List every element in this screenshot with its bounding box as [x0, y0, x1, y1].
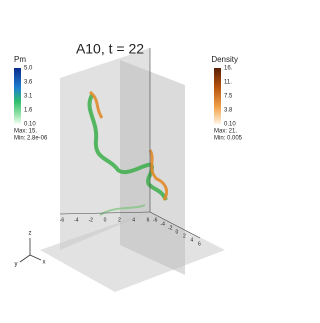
y-axis-label: 0 — [176, 229, 179, 235]
y-axis — [149, 211, 201, 239]
colorbar-title: Density — [211, 55, 238, 64]
colorbar-density — [214, 68, 221, 124]
y-axis-label: 6 — [198, 241, 201, 247]
colorbar-tick-label: 0.10 — [24, 122, 36, 128]
colorbar-tick-label: 16. — [224, 66, 233, 72]
x-axis-label: 0 — [104, 217, 107, 223]
colorbar-tick-label: 3.1 — [24, 94, 33, 100]
y-axis-label: -2 — [168, 225, 173, 231]
orientation-label: x — [43, 260, 46, 266]
orientation-label: z — [29, 231, 32, 237]
x-axis-label: -4 — [74, 217, 79, 223]
x-axis-label: -6 — [60, 217, 65, 223]
x-axis-label: -2 — [88, 217, 93, 223]
colorbar-pm — [14, 68, 21, 124]
x-axis-label: 4 — [132, 217, 135, 223]
flux-tube-density — [88, 90, 169, 201]
y-axis-label: -6 — [153, 217, 158, 223]
colorbar-min: Min: 2.8e-06 — [14, 136, 48, 142]
orientation-axes — [19, 238, 42, 263]
flux-tube — [87, 94, 168, 201]
colorbar-tick-label: 5.0 — [24, 66, 33, 72]
y-axis-label: -4 — [161, 221, 166, 227]
orientation-label: y — [15, 262, 18, 268]
x-axis — [59, 211, 151, 215]
x-axis-label: 2 — [118, 217, 121, 223]
colorbar-tick-label: 3.6 — [24, 80, 33, 86]
colorbar-title: Pm — [14, 55, 26, 64]
colorbar-tick-label: 3.8 — [224, 108, 233, 114]
y-axis-label: 4 — [191, 237, 194, 243]
colorbar-tick-label: 1.6 — [24, 108, 33, 114]
colorbar-tick-label: 7.5 — [224, 94, 233, 100]
y-axis-label: 2 — [183, 233, 186, 239]
colorbar-max: Max: 21. — [214, 129, 237, 135]
title: A10, t = 22 — [76, 41, 144, 57]
colorbar-tick-label: 0.10 — [224, 122, 236, 128]
colorbar-min: Min: 0.005 — [214, 136, 243, 142]
colorbar-max: Max: 15. — [14, 129, 37, 135]
colorbar-tick-label: 11. — [224, 80, 232, 86]
x-axis-label: 6 — [147, 217, 150, 223]
